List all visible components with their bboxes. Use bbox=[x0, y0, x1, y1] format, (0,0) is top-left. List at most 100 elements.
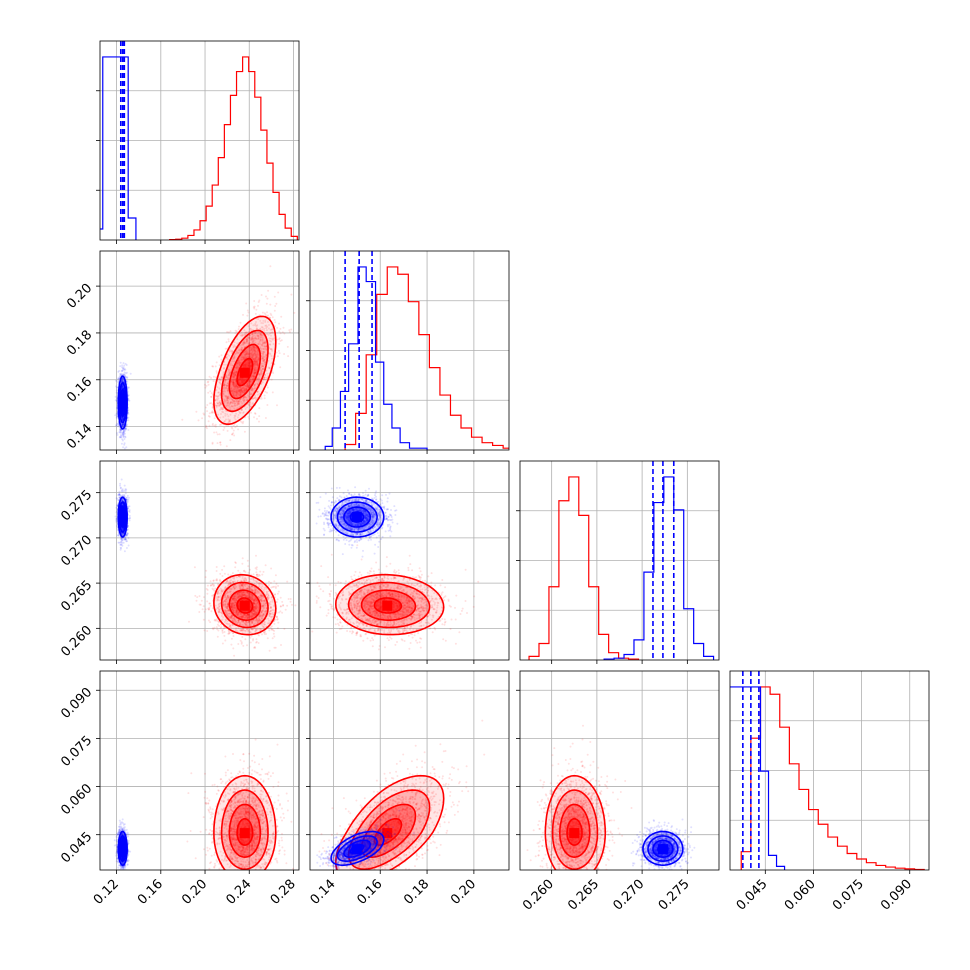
scatter-point bbox=[120, 442, 123, 445]
scatter-point bbox=[248, 351, 251, 354]
scatter-point bbox=[249, 380, 252, 383]
scatter-point bbox=[206, 410, 209, 413]
scatter-point bbox=[246, 336, 249, 339]
scatter-point bbox=[226, 388, 229, 391]
scatter-point bbox=[234, 415, 237, 418]
scatter-point bbox=[255, 360, 258, 363]
scatter-point bbox=[201, 417, 204, 420]
scatter-point bbox=[245, 338, 248, 341]
scatter-point bbox=[252, 355, 255, 358]
scatter-point bbox=[248, 346, 251, 349]
hist-a-p1 bbox=[344, 266, 509, 450]
scatter-point bbox=[254, 361, 257, 364]
scatter-point bbox=[251, 389, 254, 392]
scatter-point bbox=[286, 345, 289, 348]
scatter-point bbox=[124, 427, 127, 430]
scatter-point bbox=[248, 337, 251, 339]
scatter-panel-p0-p1 bbox=[96, 250, 300, 454]
scatter-point bbox=[270, 340, 273, 343]
scatter-point bbox=[248, 336, 251, 339]
scatter-point bbox=[252, 354, 255, 357]
scatter-point bbox=[247, 364, 250, 367]
scatter-point bbox=[274, 646, 277, 649]
scatter-point bbox=[253, 363, 256, 366]
scatter-point bbox=[261, 326, 264, 329]
scatter-point bbox=[247, 571, 250, 574]
scatter-point bbox=[224, 395, 227, 398]
scatter-point bbox=[261, 357, 264, 360]
scatter-point bbox=[219, 383, 222, 385]
scatter-point bbox=[220, 402, 222, 405]
scatter-point bbox=[232, 393, 235, 396]
panel-frame bbox=[729, 670, 930, 871]
scatter-point bbox=[235, 400, 238, 403]
scatter-point bbox=[268, 339, 271, 342]
scatter-point bbox=[215, 570, 218, 572]
scatter-point bbox=[218, 405, 220, 407]
scatter-point bbox=[215, 398, 218, 401]
scatter-point bbox=[216, 442, 219, 445]
scatter-point bbox=[243, 378, 246, 381]
scatter-point bbox=[237, 378, 240, 381]
scatter-point bbox=[248, 365, 251, 368]
scatter-point bbox=[262, 342, 264, 345]
scatter-point bbox=[224, 381, 227, 384]
scatter-point bbox=[237, 386, 240, 389]
scatter-point bbox=[266, 321, 269, 323]
contour-a-0 bbox=[236, 357, 254, 387]
scatter-point bbox=[120, 434, 123, 437]
scatter-point bbox=[226, 395, 229, 398]
scatter-point bbox=[262, 378, 265, 381]
scatter-point bbox=[248, 337, 250, 339]
scatter-point bbox=[241, 379, 244, 382]
scatter-point bbox=[250, 389, 253, 392]
scatter-point bbox=[125, 364, 128, 366]
scatter-point bbox=[243, 399, 246, 402]
scatter-point bbox=[255, 356, 258, 359]
scatter-point bbox=[247, 359, 250, 362]
scatter-point bbox=[252, 397, 255, 400]
scatter-point bbox=[246, 362, 249, 364]
scatter-point bbox=[121, 366, 123, 369]
scatter-point bbox=[224, 379, 227, 382]
scatter-point bbox=[253, 332, 256, 335]
scatter-point bbox=[258, 372, 261, 375]
hist-a-p0 bbox=[169, 56, 298, 240]
scatter-point bbox=[236, 338, 239, 341]
scatter-point bbox=[261, 368, 264, 370]
scatter-point bbox=[250, 392, 253, 395]
scatter-point bbox=[260, 326, 263, 329]
scatter-point bbox=[249, 364, 252, 367]
scatter-point bbox=[240, 389, 243, 392]
scatter-point bbox=[219, 378, 221, 380]
scatter-point bbox=[121, 393, 124, 396]
scatter-point bbox=[288, 331, 291, 333]
scatter-point bbox=[120, 372, 123, 375]
scatter-point bbox=[237, 402, 240, 405]
scatter-point bbox=[233, 344, 236, 347]
scatter-point bbox=[264, 313, 267, 316]
scatter-point bbox=[254, 332, 257, 335]
scatter-point bbox=[253, 385, 256, 388]
scatter-point bbox=[248, 356, 251, 359]
scatter-point bbox=[279, 327, 282, 330]
scatter-point bbox=[258, 415, 261, 418]
scatter-point bbox=[249, 368, 252, 371]
scatter-point bbox=[210, 402, 213, 405]
scatter-point bbox=[250, 387, 253, 390]
scatter-point bbox=[257, 642, 260, 644]
scatter-point bbox=[122, 386, 125, 389]
scatter-point bbox=[121, 385, 124, 388]
scatter-point bbox=[267, 333, 270, 336]
scatter-point bbox=[249, 327, 252, 330]
scatter-point bbox=[225, 341, 228, 344]
scatter-point bbox=[265, 345, 268, 348]
scatter-point bbox=[254, 362, 257, 365]
scatter-point bbox=[239, 391, 242, 393]
scatter-point bbox=[247, 565, 250, 568]
scatter-point bbox=[229, 330, 232, 333]
scatter-point bbox=[256, 360, 259, 363]
scatter-point bbox=[241, 386, 244, 389]
hist-b-p0 bbox=[100, 56, 137, 240]
scatter-point bbox=[222, 411, 225, 414]
